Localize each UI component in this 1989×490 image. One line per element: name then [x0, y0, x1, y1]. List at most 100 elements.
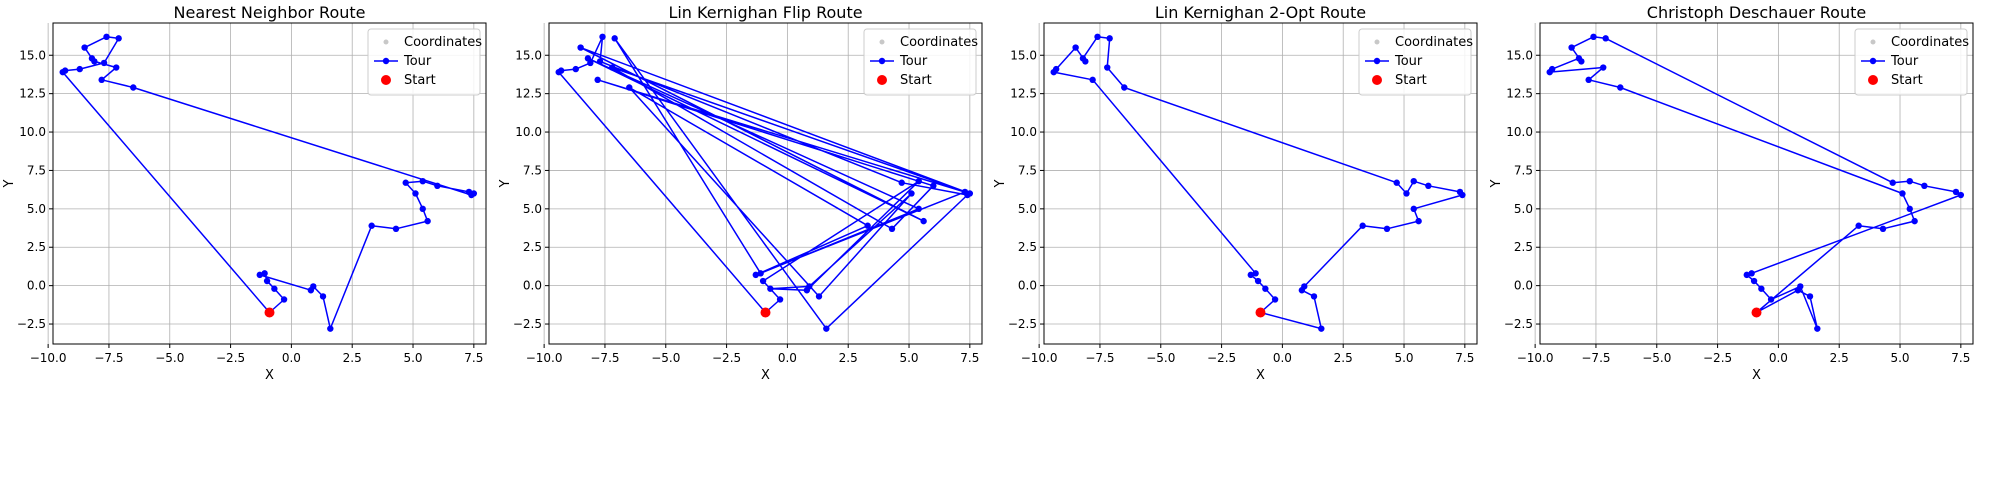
y-tick-label: 0.0 — [27, 279, 46, 293]
legend-box — [1854, 28, 1968, 96]
tour-point — [1089, 76, 1096, 84]
legend: Coordinates Tour Start — [1854, 28, 1969, 96]
legend-coordinates-marker — [879, 39, 885, 45]
tour-point — [419, 177, 426, 185]
legend: Coordinates Tour Start — [1358, 28, 1473, 96]
tour-point — [1899, 190, 1906, 197]
x-tick-label: 5.0 — [899, 351, 918, 365]
tour-point — [815, 293, 823, 300]
y-tick-label: 12.5 — [1506, 87, 1533, 101]
chart-title: Nearest Neighbor Route — [174, 3, 366, 22]
tour-point — [1600, 64, 1607, 71]
y-tick-label: 7.5 — [27, 163, 46, 177]
tour-point — [864, 222, 871, 229]
tour-point — [1425, 182, 1432, 190]
x-tick-label: 0.0 — [778, 351, 797, 365]
tour-point — [966, 190, 974, 197]
y-tick-label: 10.0 — [1506, 125, 1533, 139]
y-tick-label: 15.0 — [515, 48, 542, 62]
tour-point — [1585, 76, 1592, 84]
tour-point — [1403, 190, 1410, 197]
tour-point — [434, 182, 441, 190]
tour-point — [1262, 285, 1269, 292]
tour-point — [1310, 293, 1318, 300]
tour-point — [1318, 325, 1325, 332]
tour-point — [1359, 222, 1366, 229]
tour-point — [1252, 270, 1259, 277]
tour-point — [1911, 217, 1918, 225]
legend-start-label: Start — [1395, 73, 1427, 88]
legend-tour-marker — [1869, 57, 1877, 65]
tour-point — [1082, 58, 1089, 65]
y-tick-label: 0.0 — [1018, 279, 1037, 293]
legend-coordinates-marker — [1870, 39, 1876, 45]
tour-point — [1590, 33, 1597, 41]
tour-point — [424, 217, 431, 225]
tour-point — [103, 33, 110, 41]
tour-point — [1271, 296, 1279, 303]
x-axis-label: X — [1256, 368, 1265, 383]
y-tick-label: −2.5 — [513, 317, 542, 331]
tour-point — [594, 76, 601, 84]
y-tick-label: 15.0 — [19, 48, 46, 62]
y-tick-label: 7.5 — [523, 163, 542, 177]
y-tick-label: 5.0 — [1514, 202, 1533, 216]
tour-point — [1254, 277, 1262, 285]
axes-frame — [548, 22, 983, 345]
y-tick-label: 2.5 — [1514, 240, 1533, 254]
x-axis-label: X — [761, 368, 770, 383]
tour-point — [319, 293, 327, 300]
y-tick-label: 10.0 — [1010, 125, 1037, 139]
x-tick-label: −5.0 — [651, 351, 680, 365]
y-tick-label: 5.0 — [1018, 202, 1037, 216]
legend-coordinates-label: Coordinates — [404, 35, 482, 50]
x-tick-label: −7.5 — [94, 351, 123, 365]
tour-point — [1814, 325, 1821, 332]
tour-point — [280, 296, 288, 303]
chart-panel-4: −10.0 −7.5 −5.0 −2.5 0.0 2.5 5.0 7.5 −2.5 0.0 2.5 5… — [1489, 3, 1974, 383]
tour-point — [1748, 270, 1755, 277]
tour-point — [1743, 271, 1750, 279]
tour-point — [596, 58, 604, 65]
tour-point — [130, 84, 137, 91]
x-tick-label: −10.0 — [1021, 351, 1058, 365]
tour-point — [468, 191, 475, 199]
y-tick-label: 2.5 — [1018, 240, 1037, 254]
axes-frame — [1043, 22, 1478, 345]
legend-start-marker — [1868, 75, 1878, 85]
tour-point — [584, 55, 592, 62]
legend-tour-label: Tour — [1394, 54, 1423, 69]
y-tick-label: 2.5 — [27, 240, 46, 254]
tour-point — [752, 271, 759, 279]
tour-point — [803, 287, 811, 294]
chart-title: Christoph Deschauer Route — [1647, 3, 1866, 22]
tour-point — [59, 68, 66, 76]
start-point — [264, 307, 275, 318]
x-tick-label: −2.5 — [712, 351, 741, 365]
y-tick-label: 12.5 — [515, 87, 542, 101]
legend-tour-marker — [878, 57, 886, 65]
tour-point — [920, 217, 927, 225]
y-tick-label: 5.0 — [27, 202, 46, 216]
axes-frame — [52, 22, 487, 345]
chart-panel-3: −10.0 −7.5 −5.0 −2.5 0.0 2.5 5.0 7.5 −2.5 0.0 2.5 5… — [993, 3, 1478, 383]
y-tick-label: 0.0 — [523, 279, 542, 293]
tour-point — [572, 65, 579, 73]
tour-point — [776, 296, 784, 303]
tour-point — [113, 64, 120, 71]
x-tick-label: 2.5 — [343, 351, 362, 365]
y-tick-label: 0.0 — [1514, 279, 1533, 293]
tour-point — [402, 179, 409, 186]
x-tick-label: −5.0 — [1146, 351, 1175, 365]
tour-point — [419, 205, 426, 213]
tour-point — [1410, 205, 1417, 213]
tour-point — [759, 277, 767, 285]
y-axis-label: Y — [993, 179, 1008, 188]
legend-start-marker — [877, 75, 887, 85]
x-tick-label: 2.5 — [839, 351, 858, 365]
tour-point — [100, 59, 108, 67]
tour-point — [263, 277, 271, 285]
x-tick-label: −10.0 — [1517, 351, 1554, 365]
tour-point — [930, 182, 937, 190]
y-tick-label: 10.0 — [19, 125, 46, 139]
